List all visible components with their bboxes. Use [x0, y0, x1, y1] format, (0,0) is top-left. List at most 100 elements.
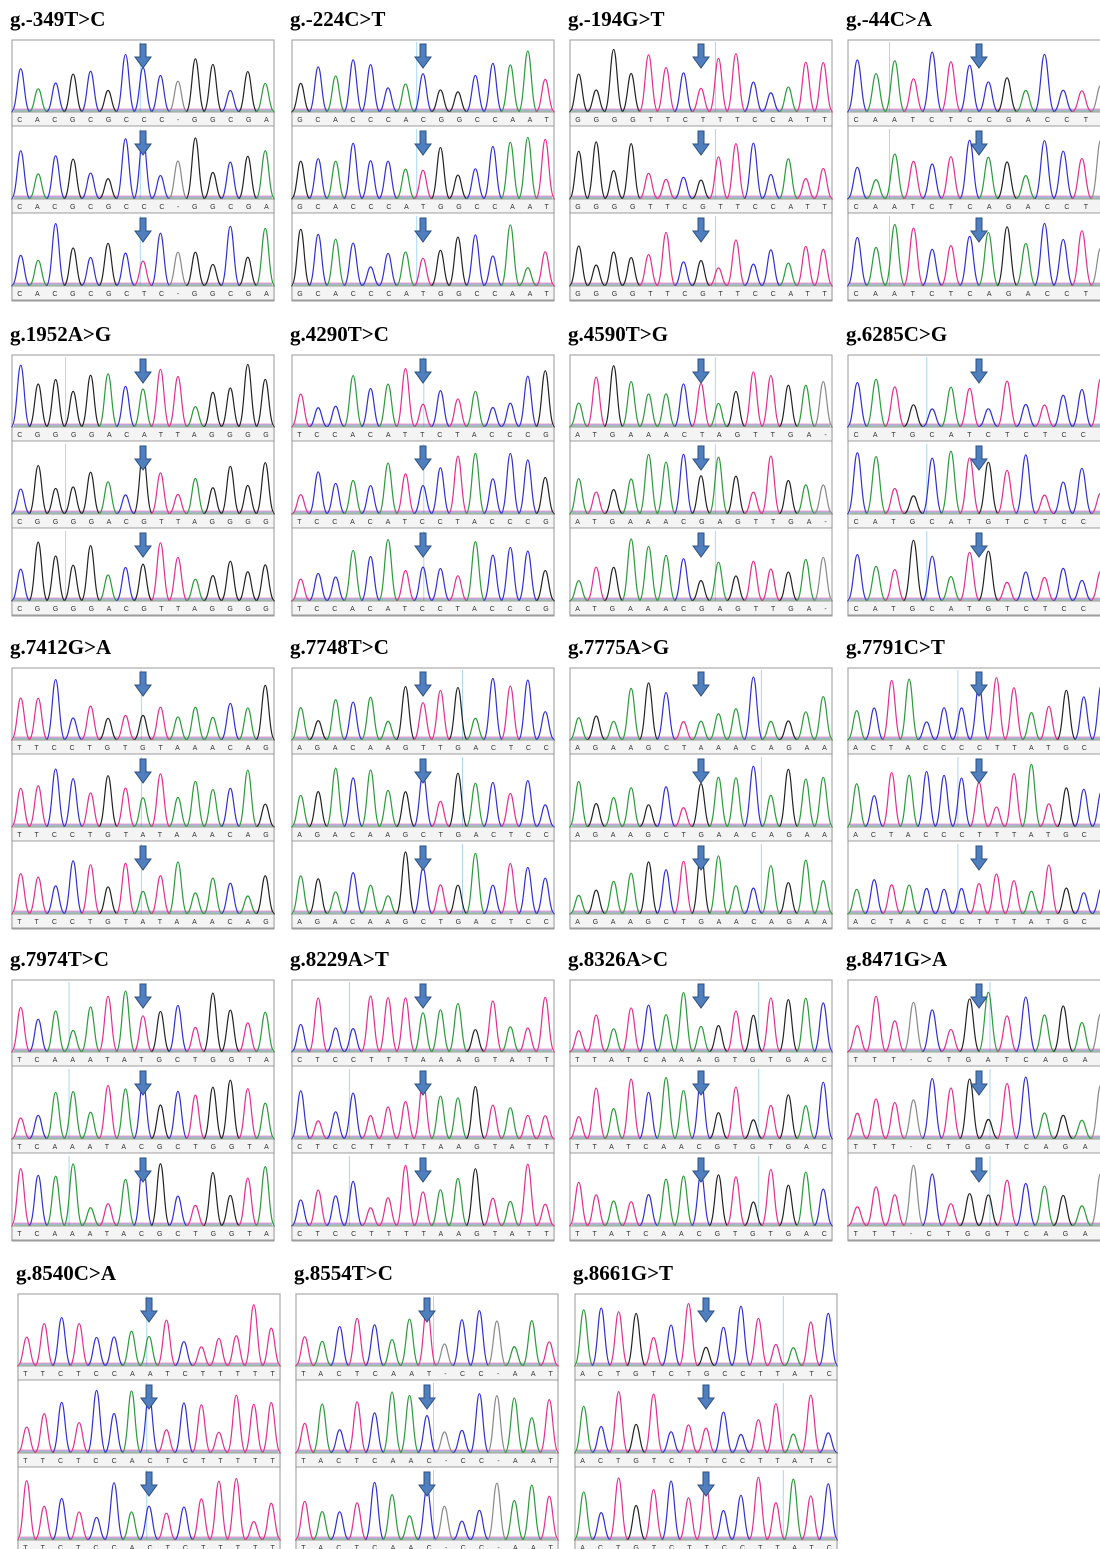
sequence: TTCTCCACTCTTTTT: [23, 1458, 275, 1465]
sequence: CTCCTTTTAAGTATT: [297, 1144, 549, 1151]
panel: g.-224C>T GCACCCACGGCCAAT GCACCCATGGCCAAT G…: [290, 7, 555, 301]
panel-frame: [570, 980, 832, 1241]
panel: g.-194G>T GGGGTTCTTTCCATT GGGGTTCGTTCCATT G…: [568, 7, 833, 301]
sequence: CACGCGCCC-GGCGA: [17, 204, 269, 211]
sequence: GGGGTTCGTTCCATT: [575, 204, 827, 211]
sequence: CTCCTTTAAAGTATT: [297, 1057, 549, 1064]
sequence-strip: [848, 199, 1100, 213]
panel-title: g.4590T>G: [568, 322, 668, 346]
panel: g.8554T>C TACTCAAT-CC-AAT TACTCAAC-CC-AAT T…: [294, 1261, 559, 1549]
panel: g.-44C>ACAATCTCCGACCT-CAATCTCAGACCT-CAAT…: [846, 7, 1100, 301]
panel-frame: [292, 980, 554, 1241]
panel: g.8326A>C TTATCAAAGTGTGAC TTATCAACGTGTGAC T…: [568, 947, 833, 1241]
panel-frame: [848, 668, 1100, 929]
panel-title: g.8661G>T: [573, 1261, 673, 1285]
sequence: AGACAAGCTGACTCC: [297, 919, 549, 926]
sequence: CACGCGCTC-GGCGA: [17, 291, 269, 298]
panel-title: g.1952A>G: [10, 322, 111, 346]
sequence: TACTCAAC-CC-AAT: [301, 1545, 553, 1549]
sequence-strip: [848, 914, 1100, 928]
panel-title: g.4290T>C: [290, 322, 389, 346]
sequence: TCAAATACGCTGGTA: [17, 1144, 269, 1151]
sequence: TTCCTGTATAAACAG: [17, 832, 269, 839]
sequence: TCCACATCCTACCCG: [297, 606, 549, 613]
panel-title: g.-349T>C: [10, 7, 105, 31]
sequence: AGAAGCTGAACAGAA: [575, 919, 827, 926]
panel: g.7748T>C AGACAAGTTGACTCC AGACAAGCTGACTCC A…: [290, 635, 555, 929]
panel-title: g.8540C>A: [16, 1261, 117, 1285]
sequence: ACTGTCTTCCTTATC: [580, 1458, 832, 1465]
sequence: TTATCAACGTGTGAC: [575, 1144, 827, 1151]
sequence: ACTGTCTTCCTTATC: [580, 1545, 832, 1549]
sequence: CACGCGCCC-GGCGA: [17, 117, 269, 124]
sequence: ATGAAACGAGTTGA-: [575, 606, 827, 613]
panel-frame: [570, 355, 832, 616]
panel-title: g.8554T>C: [294, 1261, 393, 1285]
sequence: TTCTCCAATCTTTTT: [23, 1371, 275, 1378]
panel-title: g.8326A>C: [568, 947, 668, 971]
panel-title: g.7412G>A: [10, 635, 112, 659]
sequence: TTATCAACGTGTGAC: [575, 1231, 827, 1238]
sequence-strip: [848, 112, 1100, 126]
panel-title: g.7748T>C: [290, 635, 389, 659]
sequence: TACTCAAT-CC-AAT: [301, 1371, 553, 1378]
sequence: AGACAAGTTGACTCC: [297, 745, 549, 752]
sequence: TCCACATCCTACCCG: [297, 519, 549, 526]
panel: g.4290T>C TCCACATTCTACCCG TCCACATCCTACCCG T…: [290, 322, 555, 616]
sequence: ACTACCCTTTATGCC: [853, 919, 1100, 926]
sequence: ACTACCCTTTATGCC: [853, 832, 1100, 839]
sequence: TCAAATATGCTGGTA: [17, 1057, 269, 1064]
sequence-strip: [848, 827, 1100, 841]
page: g.-349T>C CACGCGCCC-GGCGA CACGCGCCC-GGCGA C…: [0, 0, 1100, 1549]
panel-title: g.7791C>T: [846, 635, 945, 659]
panel-title: g.7775A>G: [568, 635, 669, 659]
panel: g.8661G>T ACTGTCTGCCTTATC ACTGTCTTCCTTATC A…: [573, 1261, 838, 1549]
panel-title: g.7974T>C: [10, 947, 109, 971]
figure: g.-349T>C CACGCGCCC-GGCGA CACGCGCCC-GGCGA C…: [0, 0, 1100, 1549]
sequence: TCCACATTCTACCCG: [297, 432, 549, 439]
panel: g.6285C>GCATGCATCTCTCCTCATGCATGTCTCCTCAT…: [846, 322, 1100, 616]
sequence: AGACAAGCTGACTCC: [297, 832, 549, 839]
panel: g.7974T>C TCAAATATGCTGGTA TCAAATACGCTGGTA T…: [10, 947, 275, 1241]
sequence: GGGGTTCGTTCCATT: [575, 291, 827, 298]
sequence: CGGGGACGTTAGGGG: [17, 606, 269, 613]
panel-title: g.8229A>T: [290, 947, 389, 971]
panel: g.-349T>C CACGCGCCC-GGCGA CACGCGCCC-GGCGA C…: [10, 7, 275, 301]
sequence: AGAAGCTGAACAGAA: [575, 832, 827, 839]
sequence: TCAAATACGCTGGTA: [17, 1231, 269, 1238]
sequence: TTCCTGTATAAACAG: [17, 919, 269, 926]
sequence-strip: [848, 740, 1100, 754]
panel-title: g.-44C>A: [846, 7, 933, 31]
sequence: AGAAGCTAAACAGAA: [575, 745, 827, 752]
sequence: GCACCCATGGCCAAT: [297, 204, 549, 211]
sequence: ACTGTCTGCCTTATC: [580, 1371, 832, 1378]
sequence: TACTCAAC-CC-AAT: [301, 1458, 553, 1465]
sequence: TTATCAAAGTGTGAC: [575, 1057, 827, 1064]
panel: g.8540C>A TTCTCCAATCTTTTT TTCTCCACTCTTTTT T…: [16, 1261, 281, 1549]
panel-title: g.6285C>G: [846, 322, 947, 346]
panel: g.1952A>G CGGGGACATTAGGGG CGGGGACGTTAGGGG C…: [10, 322, 275, 616]
panel: g.8471G>ATTT-CTGATCAGA-TTT-CTGGTCAGA-TTT…: [846, 947, 1100, 1241]
panel-title: g.-224C>T: [290, 7, 385, 31]
panel-title: g.8471G>A: [846, 947, 948, 971]
sequence: GCACCCACGGCCAAT: [297, 117, 549, 124]
panel: g.8229A>T CTCCTTTAAAGTATT CTCCTTTTAAGTATT C…: [290, 947, 555, 1241]
sequence: CTCCTTTTAAGTATT: [297, 1231, 549, 1238]
panel: g.7775A>G AGAAGCTAAACAGAA AGAAGCTGAACAGAA A…: [568, 635, 833, 929]
sequence: GGGGTTCTTTCCATT: [575, 117, 827, 124]
sequence: CGGGGACATTAGGGG: [17, 432, 269, 439]
panel: g.7791C>T ACTACCCCTTATGCC ACTACCCTTTATGCC A…: [846, 635, 1100, 929]
sequence: ATGAAACGAGTTGA-: [575, 519, 827, 526]
panel-frame: [12, 355, 274, 616]
sequence: GCACCCATGGCCAAT: [297, 291, 549, 298]
sequence: CGGGGACGTTAGGGG: [17, 519, 269, 526]
sequence-strip: [848, 286, 1100, 300]
panel: g.7412G>A TTCCTGTGTAAACAG TTCCTGTATAAACAG T…: [10, 635, 275, 929]
panel: g.4590T>G ATGAAACTAGTTGA- ATGAAACGAGTTGA- A…: [568, 322, 833, 616]
sequence: ACTACCCCTTATGCC: [853, 745, 1100, 752]
panel-frame: [296, 1294, 558, 1549]
sequence: TTCTCCACTCTTTTT: [23, 1545, 275, 1549]
panel-title: g.-194G>T: [568, 7, 665, 31]
sequence: ATGAAACTAGTTGA-: [575, 432, 827, 439]
sequence: TTCCTGTGTAAACAG: [17, 745, 269, 752]
